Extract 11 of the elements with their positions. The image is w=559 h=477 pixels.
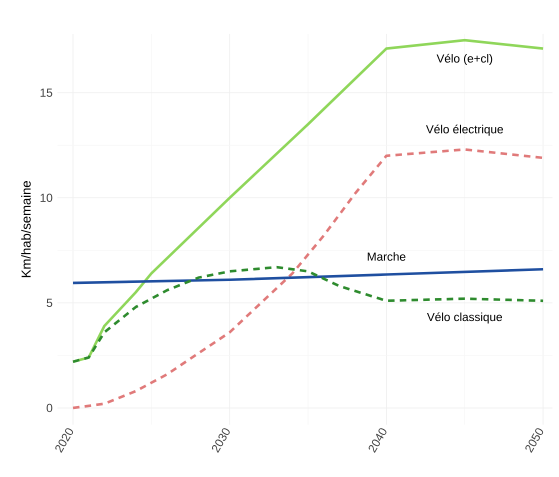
line-series: [72, 268, 544, 284]
y-tick-label: 5: [46, 298, 52, 308]
y-axis-title: Km/hab/semaine: [21, 181, 31, 278]
series-label: Vélo classique: [426, 312, 502, 324]
series-label: Vélo (e+cl): [436, 54, 492, 66]
y-tick-label: 15: [40, 88, 52, 97]
line-series: [72, 266, 544, 364]
y-tick-label: 0: [46, 404, 52, 412]
series-label: Vélo électrique: [426, 124, 503, 136]
series-label: Marche: [368, 252, 406, 261]
y-tick-label: 10: [40, 194, 52, 202]
